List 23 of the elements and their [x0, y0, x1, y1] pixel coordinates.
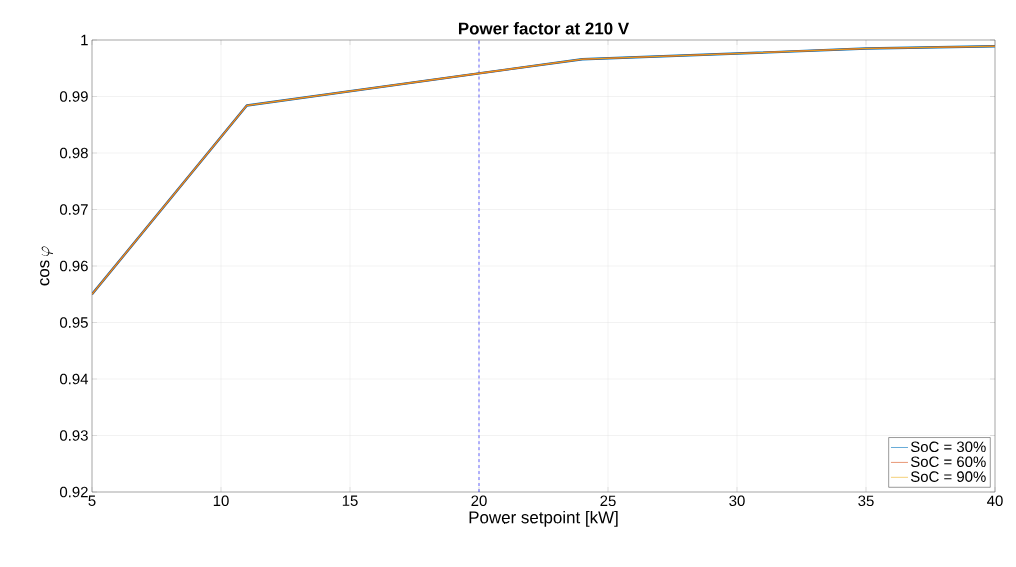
- y-tick-label: 0.97: [59, 204, 88, 215]
- y-tick-label: 0.93: [59, 430, 88, 441]
- x-tick-label: 15: [342, 495, 358, 506]
- y-tick-label: 0.92: [59, 486, 88, 498]
- x-tick-label: 20: [471, 495, 487, 507]
- y-tick-label: 0.95: [59, 317, 88, 328]
- x-tick-label: 35: [858, 495, 874, 507]
- x-tick-label: 30: [729, 495, 745, 507]
- y-tick-label: 0.98: [59, 147, 88, 159]
- x-tick-label: 40: [987, 495, 1003, 507]
- legend-label: SoC = 90%: [910, 471, 986, 482]
- legend-label: SoC = 60%: [910, 456, 986, 468]
- x-tick-label: 25: [600, 495, 616, 507]
- y-axis-title: $\cos\varphi$: [40, 246, 53, 286]
- legend-label: SoC = 30%: [910, 441, 986, 453]
- y-tick-label: 0.99: [59, 91, 88, 102]
- y-tick-label: 0.94: [59, 373, 89, 385]
- y-tick-label: 0.96: [59, 260, 88, 272]
- y-tick-label: 1: [81, 34, 88, 46]
- x-tick-label: 10: [213, 495, 229, 507]
- x-tick-label: 5: [88, 495, 96, 506]
- chart-title: Power factor at 210 V: [458, 22, 630, 35]
- x-axis-title: Power setpoint [kW]: [469, 510, 618, 527]
